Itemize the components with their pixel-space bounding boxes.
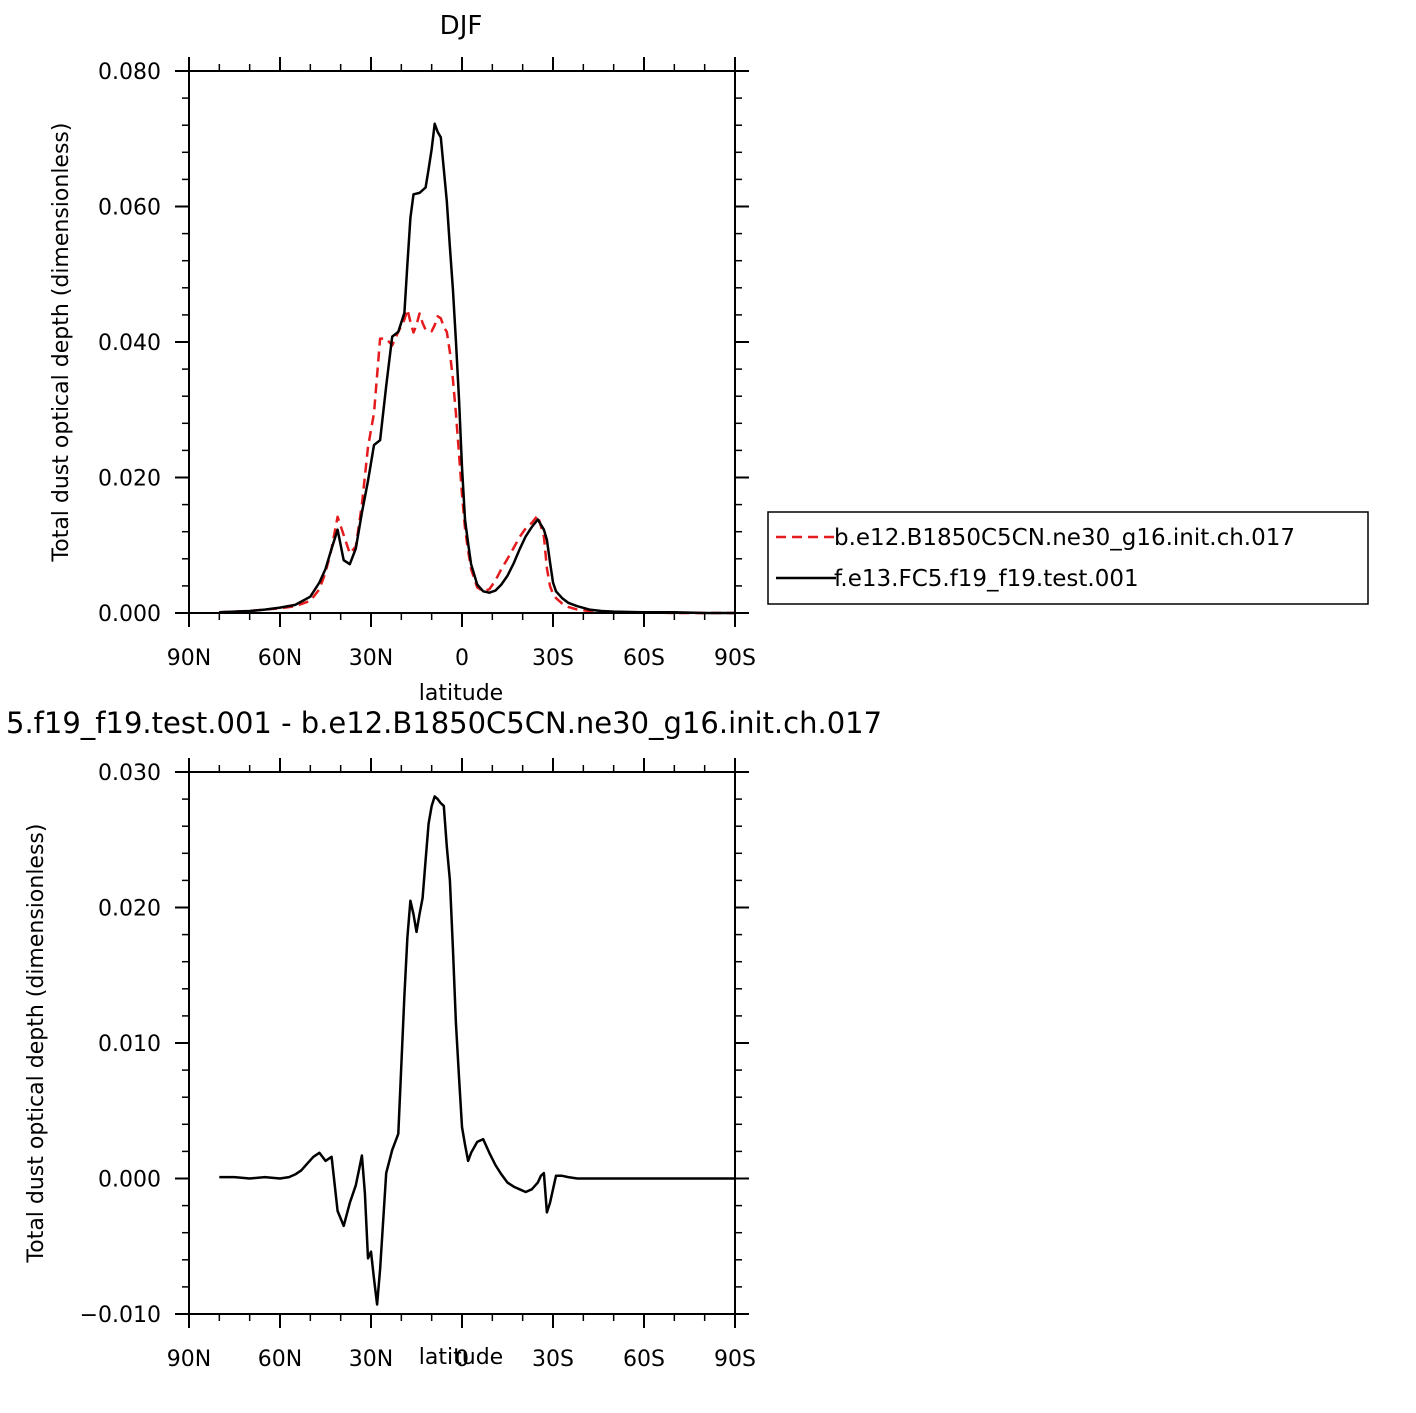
y-tick-label: 0.060 (98, 196, 161, 221)
x-tick-label: 90N (167, 1347, 211, 1372)
x-tick-label: 90S (714, 1347, 756, 1372)
legend: b.e12.B1850C5CN.ne30_g16.init.ch.017 f.e… (767, 511, 1369, 605)
legend-label-b: b.e12.B1850C5CN.ne30_g16.init.ch.017 (834, 525, 1295, 551)
series-line-0-1 (219, 122, 735, 615)
x-tick-label: 30N (349, 1347, 393, 1372)
y-tick-label: 0.040 (98, 331, 161, 356)
top-panel-ylabel: Total dust optical depth (dimensionless) (49, 123, 74, 563)
top-panel-xlabel: latitude (419, 681, 503, 706)
top-panel-series (219, 122, 735, 615)
y-tick-label: 0.010 (98, 1032, 161, 1057)
bottom-panel-tick-labels: −0.010 0.000 0.010 0.020 0.030 90N 60N 30N 0 30S 6… (80, 761, 756, 1372)
x-tick-label: 0 (455, 1347, 469, 1372)
bottom-panel: 5.f19_f19.test.001 - b.e12.B1850C5CN.ne3… (6, 706, 882, 1372)
x-tick-label: 60N (258, 646, 302, 671)
legend-box (767, 511, 1369, 605)
x-tick-label: 60N (258, 1347, 302, 1372)
x-tick-label: 30N (349, 646, 393, 671)
bottom-panel-title: 5.f19_f19.test.001 - b.e12.B1850C5CN.ne3… (6, 706, 882, 740)
y-tick-label: 0.000 (98, 1168, 161, 1193)
y-tick-label: 0.020 (98, 467, 161, 492)
bottom-panel-frame (188, 771, 736, 1315)
top-panel-frame (188, 70, 736, 614)
top-panel: DJF Total dust optical depth (dimensionl… (49, 11, 1369, 706)
series-line-0-0 (219, 308, 735, 615)
top-panel-ticks (175, 57, 749, 627)
x-tick-label: 90N (167, 646, 211, 671)
y-tick-label: 0.020 (98, 897, 161, 922)
series-line-1-0 (219, 795, 735, 1306)
top-panel-tick-labels: 0.000 0.020 0.040 0.060 0.080 90N 60N 30N 0 30S 60… (98, 60, 756, 671)
x-tick-label: 60S (623, 646, 665, 671)
x-tick-label: 90S (714, 646, 756, 671)
top-panel-title: DJF (440, 11, 483, 41)
y-tick-label: 0.000 (98, 602, 161, 627)
bottom-panel-ylabel: Total dust optical depth (dimensionless) (24, 824, 49, 1264)
bottom-panel-series (219, 795, 735, 1306)
y-tick-label: 0.030 (98, 761, 161, 786)
y-tick-label: −0.010 (80, 1303, 161, 1328)
x-tick-label: 30S (532, 646, 574, 671)
bottom-panel-xlabel: latitude (419, 1345, 503, 1370)
x-tick-label: 0 (455, 646, 469, 671)
x-tick-label: 30S (532, 1347, 574, 1372)
legend-label-f: f.e13.FC5.f19_f19.test.001 (834, 566, 1139, 592)
bottom-panel-ticks (175, 758, 749, 1328)
y-tick-label: 0.080 (98, 60, 161, 85)
x-tick-label: 60S (623, 1347, 665, 1372)
